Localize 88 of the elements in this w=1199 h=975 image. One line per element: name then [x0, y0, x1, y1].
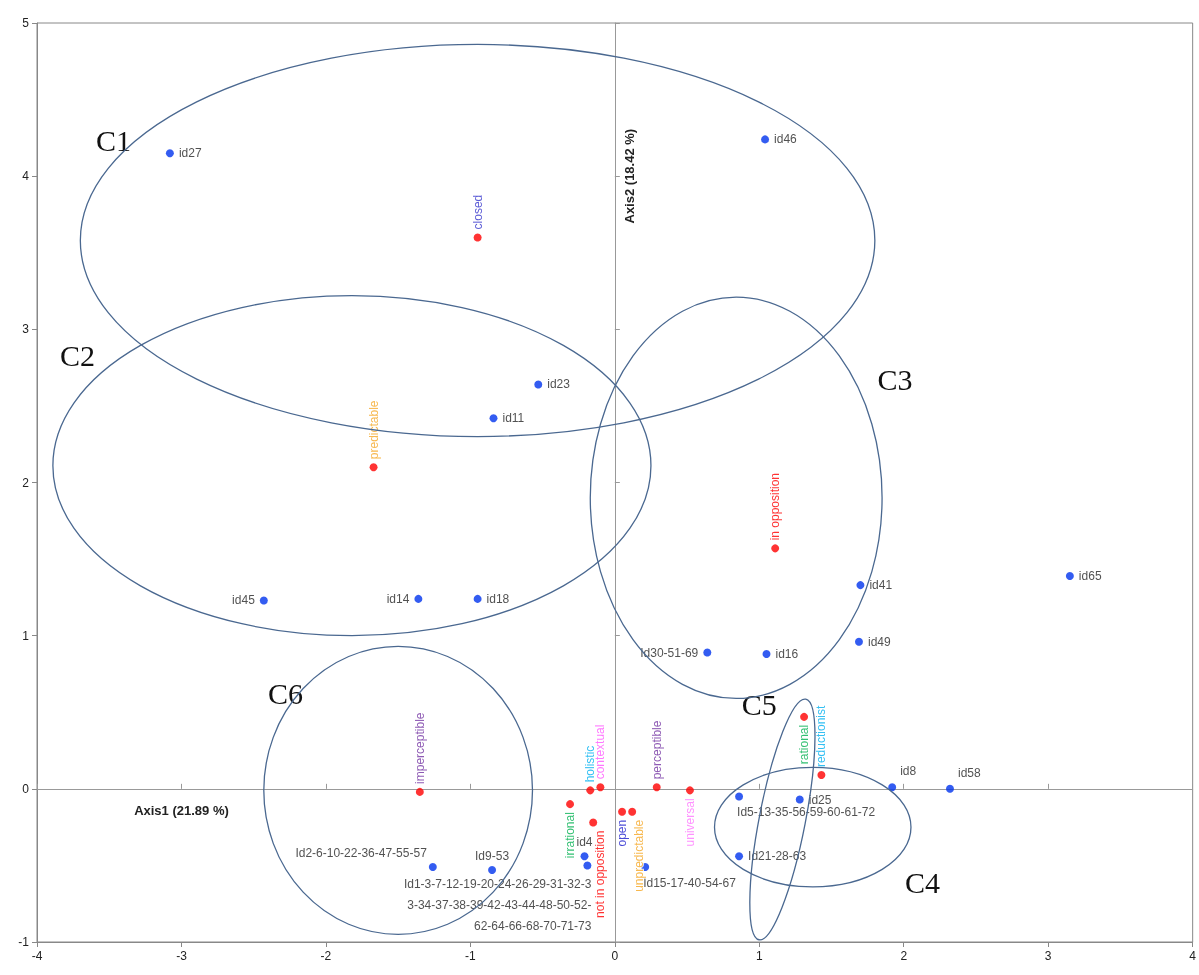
data-label: closed	[470, 194, 485, 230]
y-tick-label: 0	[22, 781, 30, 796]
data-label: universal	[682, 798, 697, 847]
point	[165, 149, 174, 158]
data-label: id65	[1078, 568, 1102, 583]
annotation: C4	[905, 865, 941, 899]
data-label: Id9-53	[475, 849, 510, 864]
x-tick-label: 0	[611, 949, 619, 963]
point	[1065, 571, 1074, 580]
point	[856, 581, 865, 590]
data-label: id41	[869, 578, 893, 593]
point	[589, 818, 598, 827]
y-tick-label: 3	[22, 322, 30, 337]
point	[566, 800, 575, 809]
point	[817, 771, 826, 780]
data-label: rational	[797, 724, 812, 765]
data-label: id25	[808, 792, 832, 807]
point	[735, 852, 744, 861]
point	[795, 795, 804, 804]
y-axis-title: Axis2 (18.42 %)	[621, 128, 637, 224]
data-label: id4	[576, 835, 593, 850]
point	[800, 712, 809, 721]
data-label: not in opposition	[593, 830, 608, 918]
data-label: id45	[232, 593, 256, 608]
point	[618, 807, 627, 816]
point	[534, 380, 543, 389]
x-tick-label: 4	[1189, 949, 1197, 963]
x-tick-label: -4	[31, 949, 43, 963]
data-label: contextual	[593, 724, 608, 780]
point	[414, 594, 423, 603]
data-label: id27	[178, 146, 202, 161]
annotation: C5	[741, 688, 777, 722]
x-tick-label: 1	[755, 949, 763, 963]
annotation: C3	[877, 363, 913, 397]
data-label: id11	[502, 411, 525, 426]
point	[703, 648, 712, 657]
annotation: C6	[267, 677, 303, 711]
point	[771, 544, 780, 553]
data-label: in opposition	[768, 472, 783, 541]
point	[415, 787, 424, 796]
annotation: C1	[96, 124, 132, 158]
data-label: predictable	[366, 400, 381, 460]
point	[580, 852, 589, 861]
x-tick-label: 3	[1044, 949, 1052, 963]
data-label: id23	[547, 377, 571, 392]
data-label: id8	[900, 764, 917, 779]
data-label: id16	[775, 647, 799, 662]
point	[428, 862, 437, 871]
point	[945, 784, 954, 793]
point	[628, 807, 637, 816]
data-label: id46	[774, 132, 798, 147]
point	[473, 233, 482, 242]
x-tick-label: -3	[176, 949, 188, 963]
data-label: id58	[957, 765, 981, 780]
point	[762, 650, 771, 659]
point	[596, 783, 605, 792]
point	[652, 783, 661, 792]
y-tick-label: 4	[22, 169, 30, 184]
point	[583, 861, 592, 870]
data-label: perceptible	[649, 720, 664, 780]
point	[854, 637, 863, 646]
data-label: reductionist	[814, 705, 829, 768]
point	[259, 596, 268, 605]
point	[761, 135, 770, 144]
data-label: id14	[386, 591, 410, 606]
point	[586, 786, 595, 795]
data-label: irrational	[563, 812, 578, 859]
x-axis-title: Axis1 (21.89 %)	[134, 802, 229, 818]
y-tick-label: -1	[18, 935, 30, 949]
x-tick-label: -1	[465, 949, 477, 963]
data-label: imperceptible	[412, 712, 427, 784]
point	[473, 594, 482, 603]
point	[488, 866, 497, 875]
annotation: C2	[59, 338, 95, 372]
y-tick-label: 1	[22, 628, 30, 643]
data-label: id18	[486, 591, 510, 606]
data-label: open	[615, 819, 630, 847]
x-tick-label: -2	[320, 949, 332, 963]
point	[888, 783, 897, 792]
data-label: id49	[867, 634, 891, 649]
y-tick-label: 5	[22, 16, 30, 30]
x-tick-label: 2	[900, 949, 908, 963]
data-label: Id2-6-10-22-36-47-55-57	[295, 845, 428, 860]
y-tick-label: 2	[22, 475, 30, 490]
point	[685, 786, 694, 795]
point	[735, 792, 744, 801]
point	[489, 414, 498, 423]
point	[369, 463, 378, 472]
